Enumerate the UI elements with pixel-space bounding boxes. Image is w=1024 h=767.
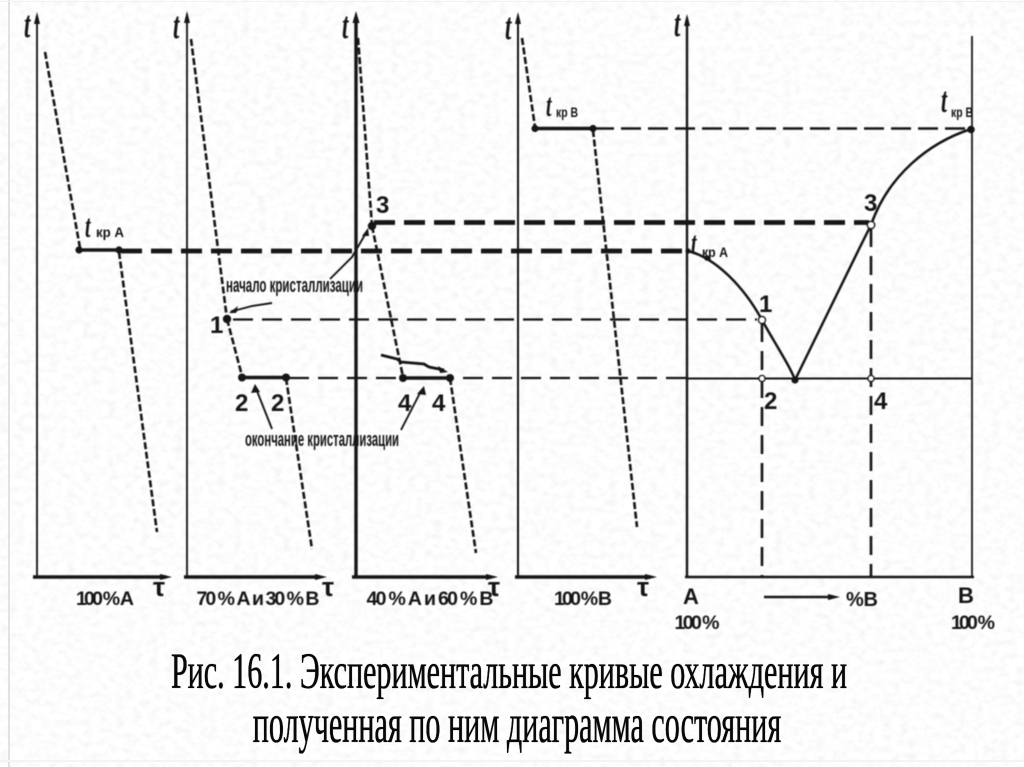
svg-text:t: t <box>342 4 349 46</box>
svg-text:1: 1 <box>759 291 772 318</box>
svg-text:% В: % В <box>846 589 878 611</box>
svg-text:100 % А: 100 % А <box>76 588 134 610</box>
svg-text:t: t <box>24 3 31 45</box>
svg-text:τ: τ <box>322 572 334 602</box>
svg-text:t: t <box>505 5 512 47</box>
svg-text:70 % А и 30 % В: 70 % А и 30 % В <box>197 588 320 610</box>
svg-text:t: t <box>173 4 180 46</box>
svg-text:4: 4 <box>398 390 412 417</box>
svg-text:τ: τ <box>488 572 500 602</box>
svg-text:А: А <box>683 584 699 609</box>
svg-text:3: 3 <box>864 190 877 217</box>
svg-text:2: 2 <box>235 390 248 417</box>
svg-text:t: t <box>674 2 681 44</box>
svg-text:кр В: кр В <box>556 104 578 120</box>
svg-text:3: 3 <box>376 192 389 219</box>
svg-text:4: 4 <box>874 388 888 415</box>
svg-text:В: В <box>958 583 974 608</box>
svg-text:1: 1 <box>210 312 223 339</box>
svg-text:кр В: кр В <box>951 104 973 120</box>
svg-text:кр А: кр А <box>702 244 728 260</box>
svg-text:t: t <box>85 208 92 244</box>
svg-text:τ: τ <box>637 572 649 602</box>
svg-text:t: t <box>941 82 948 121</box>
svg-text:2: 2 <box>764 388 777 415</box>
svg-text:t: t <box>691 225 698 261</box>
svg-text:t: t <box>546 87 553 123</box>
svg-text:окончание кристаллизации: окончание кристаллизации <box>245 429 399 451</box>
svg-text:100 %: 100 % <box>675 612 720 634</box>
svg-text:начало кристаллизации: начало кристаллизации <box>226 275 363 297</box>
svg-text:кр А: кр А <box>96 224 124 240</box>
svg-text:40 % А и 60 % В: 40 % А и 60 % В <box>367 588 494 610</box>
svg-text:4: 4 <box>432 390 446 417</box>
svg-text:100 %: 100 % <box>951 612 995 634</box>
svg-text:τ: τ <box>153 572 165 602</box>
svg-text:100 % В: 100 % В <box>554 588 612 610</box>
svg-text:2: 2 <box>271 390 284 417</box>
